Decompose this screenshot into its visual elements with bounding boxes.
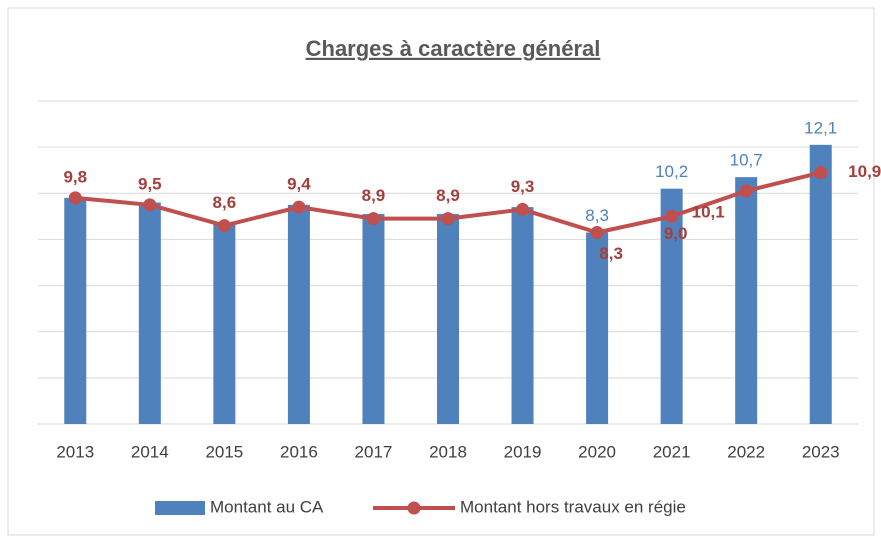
line-point — [68, 191, 82, 205]
line-value-label: 9,3 — [511, 177, 535, 196]
bar — [437, 214, 459, 424]
bar — [511, 207, 534, 424]
x-tick-label: 2019 — [504, 442, 542, 461]
line-value-label: 10,1 — [692, 202, 725, 221]
bar-value-label: 10,2 — [655, 162, 688, 181]
line-value-label: 8,9 — [436, 186, 460, 205]
x-tick-label: 2023 — [802, 442, 840, 461]
bar-value-label: 8,3 — [585, 206, 609, 225]
line-point — [814, 166, 828, 180]
line-point — [665, 209, 679, 223]
x-tick-label: 2018 — [429, 442, 467, 461]
line-value-label: 9,4 — [287, 175, 311, 194]
x-tick-label: 2013 — [56, 442, 94, 461]
x-tick-label: 2017 — [355, 442, 393, 461]
legend-swatch-point — [407, 501, 421, 515]
line-point — [143, 198, 157, 212]
line-point — [739, 184, 753, 198]
x-tick-label: 2015 — [205, 442, 243, 461]
line-point — [441, 212, 455, 226]
bar — [287, 204, 310, 424]
line-point — [516, 202, 530, 216]
x-tick-label: 2022 — [727, 442, 765, 461]
line-point — [590, 226, 604, 240]
bar — [660, 188, 683, 424]
chart-title: Charges à caractère général — [306, 36, 601, 61]
line-value-label: 9,8 — [63, 167, 87, 186]
bar — [213, 223, 236, 424]
bar — [362, 214, 385, 424]
legend-swatch — [155, 501, 205, 515]
legend-label: Montant au CA — [210, 497, 324, 516]
bar — [138, 202, 161, 424]
bar — [809, 144, 832, 425]
line-value-label: 10,9 — [848, 162, 881, 181]
line-value-label: 9,0 — [664, 224, 688, 243]
bar — [586, 232, 609, 424]
x-tick-label: 2020 — [578, 442, 616, 461]
bar-value-label: 12,1 — [804, 118, 837, 137]
x-tick-label: 2016 — [280, 442, 318, 461]
line-value-label: 8,9 — [362, 186, 386, 205]
line-value-label: 8,3 — [599, 244, 623, 263]
line-point — [217, 219, 231, 233]
line-value-label: 8,6 — [213, 193, 237, 212]
bar — [735, 177, 758, 424]
bar-value-label: 10,7 — [730, 151, 763, 170]
line-point — [292, 200, 306, 214]
legend-label: Montant hors travaux en régie — [460, 497, 686, 516]
x-tick-label: 2014 — [131, 442, 169, 461]
x-tick-label: 2021 — [653, 442, 691, 461]
bar — [64, 197, 87, 424]
line-point — [366, 212, 380, 226]
line-value-label: 9,5 — [138, 174, 162, 193]
